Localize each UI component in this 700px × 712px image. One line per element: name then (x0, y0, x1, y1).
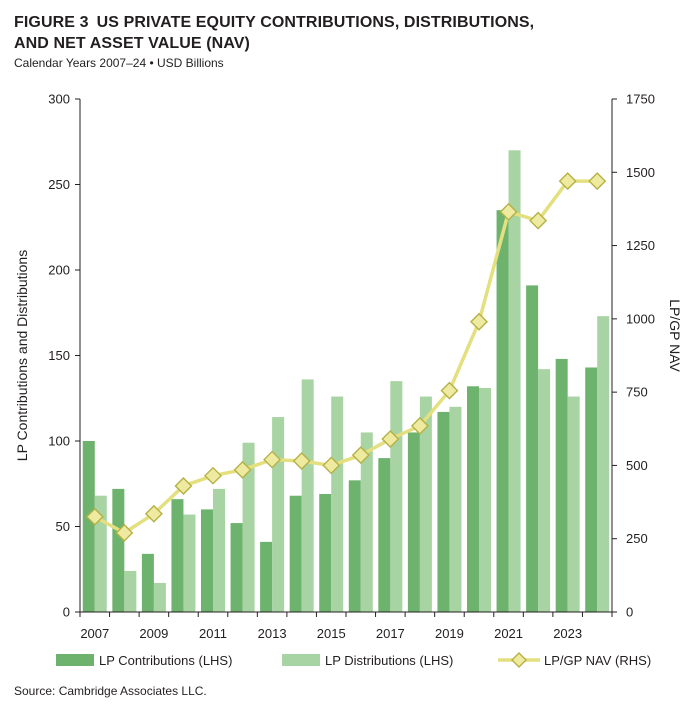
right-tick-label: 250 (626, 531, 648, 546)
contributions-bar-2010 (171, 499, 184, 612)
nav-point-2020 (470, 312, 488, 331)
left-tick-label: 150 (48, 348, 70, 363)
distributions-bar-2015 (331, 396, 344, 612)
nav-point-2019 (440, 381, 459, 400)
x-tick-label: 2023 (553, 626, 582, 641)
legend-swatch-distributions (282, 654, 320, 666)
distributions-bar-2011 (213, 488, 225, 612)
nav-point-2009 (144, 504, 163, 523)
left-axis-title: LP Contributions and Distributions (14, 250, 30, 461)
distributions-bar-2009 (153, 582, 166, 612)
nav-line (93, 179, 598, 535)
contributions-bar-2013 (260, 541, 273, 612)
distributions-bar-2021 (508, 150, 521, 613)
distributions-bar-2008 (124, 570, 137, 612)
nav-point-2018 (410, 416, 429, 435)
right-tick-label: 0 (626, 605, 633, 620)
distributions-bar-2019 (449, 406, 462, 612)
contributions-bar-2009 (141, 553, 154, 612)
nav-point-2021 (499, 202, 518, 221)
contributions-bar-2024 (585, 367, 598, 612)
source-note: Source: Cambridge Associates LLC. (14, 684, 207, 698)
left-tick-label: 100 (48, 434, 70, 449)
contributions-bar-2007 (82, 441, 95, 612)
nav-point-2014 (292, 452, 311, 471)
figure-subtitle: Calendar Years 2007–24 • USD Billions (14, 56, 224, 70)
legend-label-nav: LP/GP NAV (RHS) (544, 653, 651, 668)
nav-point-2010 (174, 476, 193, 495)
contributions-bar-2014 (289, 495, 302, 612)
left-tick-label: 250 (48, 177, 70, 192)
distributions-bar-2014 (301, 379, 314, 612)
legend-marker-nav (511, 652, 527, 668)
distributions-bar-2017 (390, 381, 403, 612)
contributions-bar-2017 (378, 458, 391, 612)
nav-point-2013 (263, 450, 282, 469)
left-tick-label: 0 (63, 605, 70, 620)
figure-number: FIGURE 3 (14, 14, 89, 31)
x-tick-label: 2019 (435, 626, 464, 641)
right-tick-label: 1750 (626, 92, 655, 107)
left-tick-label: 300 (48, 92, 70, 107)
distributions-bar-2013 (272, 417, 285, 612)
x-tick-label: 2021 (494, 626, 523, 641)
contributions-bar-2016 (348, 480, 361, 612)
contributions-bar-2015 (319, 494, 332, 612)
x-tick-label: 2015 (317, 626, 346, 641)
legend-swatch-contributions (56, 654, 94, 666)
contributions-bar-2019 (437, 411, 450, 612)
distributions-bar-2023 (567, 396, 580, 612)
nav-point-2008 (115, 523, 134, 542)
x-tick-label: 2013 (258, 626, 287, 641)
distributions-bar-2020 (479, 387, 491, 612)
contributions-bar-2008 (112, 488, 125, 612)
distributions-bar-2007 (94, 495, 107, 612)
legend-label-contributions: LP Contributions (LHS) (99, 653, 232, 668)
distributions-bar-2018 (419, 396, 432, 612)
figure-title-line2: AND NET ASSET VALUE (NAV) (14, 35, 250, 52)
contributions-bar-2023 (555, 358, 568, 612)
nav-point-2012 (233, 460, 252, 479)
distributions-bar-2010 (183, 514, 196, 612)
contributions-bar-2012 (230, 523, 243, 612)
legend-label-distributions: LP Distributions (LHS) (325, 653, 453, 668)
right-axis-title: LP/GP NAV (667, 299, 683, 372)
x-tick-label: 2009 (139, 626, 168, 641)
contributions-bar-2022 (526, 285, 539, 612)
nav-point-2011 (204, 466, 222, 485)
nav-point-2024 (588, 172, 607, 191)
x-tick-label: 2011 (199, 626, 227, 641)
contributions-bar-2021 (496, 210, 509, 612)
nav-point-2022 (529, 211, 548, 230)
distributions-bar-2016 (360, 432, 373, 612)
nav-point-2007 (85, 507, 104, 526)
right-tick-label: 1250 (626, 238, 655, 253)
distributions-bar-2022 (538, 369, 551, 612)
distributions-bar-2012 (242, 442, 255, 612)
right-tick-label: 500 (626, 458, 648, 473)
nav-point-2017 (381, 430, 400, 449)
contributions-bar-2011 (201, 509, 213, 612)
contributions-bar-2018 (407, 432, 420, 612)
left-tick-label: 50 (56, 519, 70, 534)
x-tick-label: 2017 (376, 626, 405, 641)
nav-point-2023 (558, 172, 577, 191)
contributions-bar-2020 (467, 386, 479, 612)
right-tick-label: 1000 (626, 311, 655, 326)
right-tick-label: 750 (626, 385, 648, 400)
figure-title-line1: US PRIVATE EQUITY CONTRIBUTIONS, DISTRIB… (96, 14, 535, 31)
right-tick-label: 1500 (626, 165, 655, 180)
x-tick-label: 2007 (80, 626, 109, 641)
combo-chart: 0 50 100 150 200 250 300 0 250 500 750 1000 1250 1500… (14, 92, 683, 669)
nav-point-2015 (322, 456, 341, 475)
left-tick-label: 200 (48, 263, 70, 278)
nav-point-2016 (351, 446, 370, 465)
distributions-bar-2024 (597, 316, 610, 612)
figure-title: FIGURE 3 US PRIVATE EQUITY CONTRIBUTIONS,… (14, 12, 674, 54)
